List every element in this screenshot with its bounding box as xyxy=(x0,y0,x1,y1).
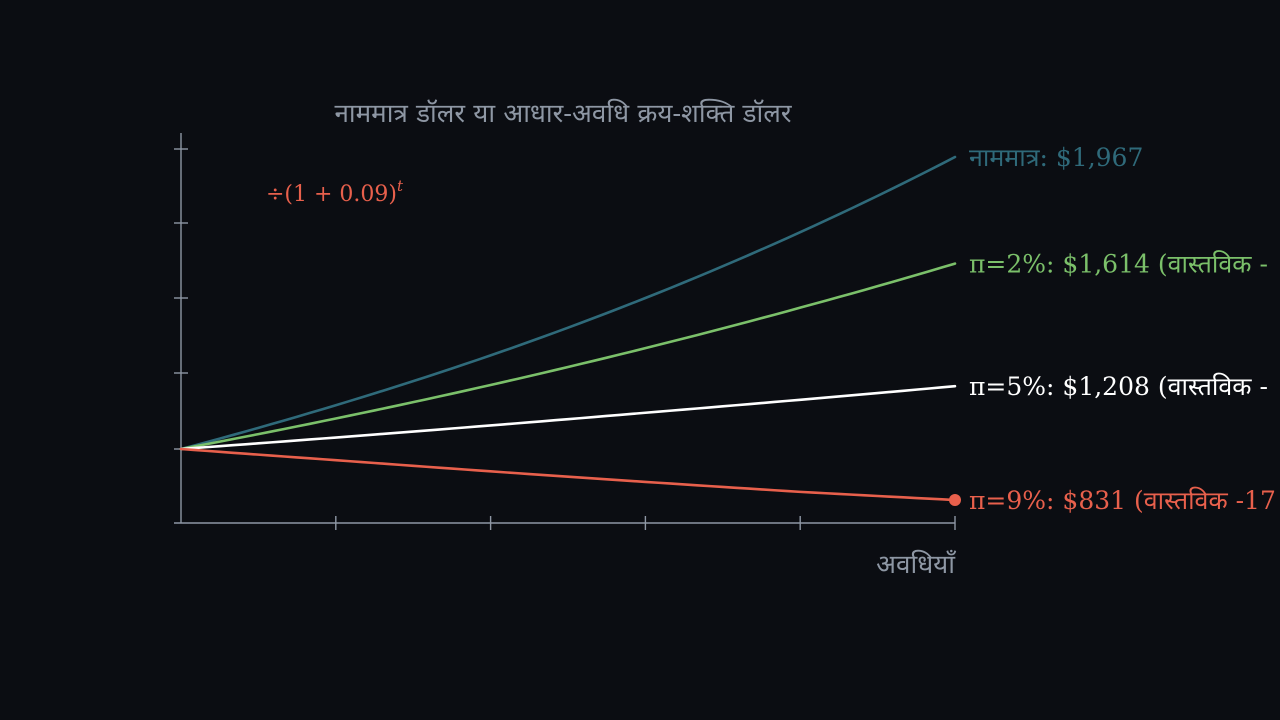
series-4-end-marker xyxy=(949,494,961,507)
series-1-line xyxy=(179,155,957,451)
series-2-line xyxy=(179,262,957,451)
deflator-formula: ÷(1 + 0.09) xyxy=(266,182,397,207)
series-4-line xyxy=(179,447,957,502)
series-lines xyxy=(179,155,961,507)
series-3-line xyxy=(179,384,957,451)
chart-title: नाममात्र डॉलर या आधार-अवधि क्रय-शक्ति डॉ… xyxy=(334,98,792,129)
series-2-end-label: π=2%: $1,614 (वास्तविक - xyxy=(969,250,1268,279)
end-labels: नाममात्र: $1,967 π=2%: $1,614 (वास्तविक -… xyxy=(969,143,1276,515)
series-1-end-label: नाममात्र: $1,967 xyxy=(969,143,1143,172)
deflator-annotation: ÷(1 + 0.09)t xyxy=(266,177,404,207)
series-3-end-label: π=5%: $1,208 (वास्तविक - xyxy=(969,372,1268,401)
axes xyxy=(174,133,956,530)
deflator-exponent: t xyxy=(397,177,404,195)
x-axis-label: अवधियाँ xyxy=(876,549,957,580)
series-4-end-label: π=9%: $831 (वास्तविक -17 xyxy=(969,486,1276,515)
